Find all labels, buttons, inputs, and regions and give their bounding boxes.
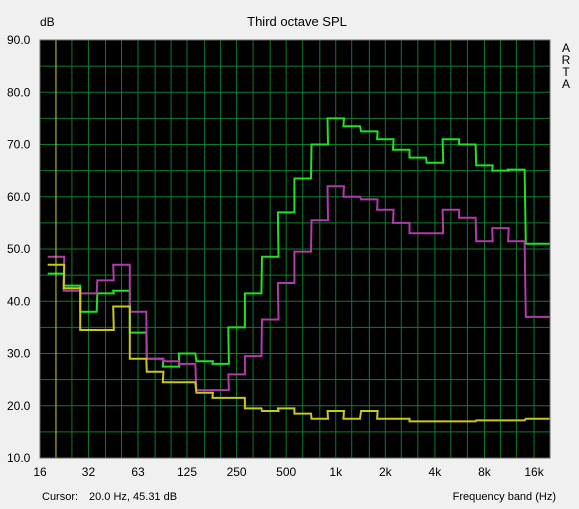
y-tick-label: 10.0: [7, 451, 31, 465]
side-label-letter: R: [562, 53, 571, 67]
side-label-letter: A: [562, 41, 570, 55]
y-tick-label: 70.0: [7, 138, 31, 152]
side-label-letter: A: [562, 77, 570, 91]
cursor-value: 20.0 Hz, 45.31 dB: [89, 491, 177, 503]
x-tick-label: 32: [82, 465, 96, 479]
y-tick-label: 90.0: [7, 33, 31, 47]
chart-title: Third octave SPL: [247, 14, 347, 29]
y-ticks: 10.0 20.0 30.0 40.0 50.0 60.0 70.0 80.0 90.0: [7, 33, 31, 465]
x-tick-label: 63: [131, 465, 145, 479]
plot-border: [39, 39, 551, 459]
series-group: [47, 117, 550, 423]
y-tick-label: 50.0: [7, 242, 31, 256]
series-line-2: [47, 185, 550, 392]
x-tick-label: 16k: [524, 465, 544, 479]
x-tick-label: 16: [33, 465, 47, 479]
side-label-letter: T: [562, 65, 570, 79]
x-ticks: 16 32 63 125 250 500 1k 2k 4k 8k 16k: [33, 465, 544, 479]
y-tick-label: 30.0: [7, 347, 31, 361]
y-tick-label: 20.0: [7, 399, 31, 413]
series-line-3: [47, 263, 550, 423]
grid: [40, 39, 550, 459]
y-tick-label: 40.0: [7, 294, 31, 308]
x-tick-label: 4k: [429, 465, 443, 479]
x-tick-label: 500: [276, 465, 296, 479]
y-tick-label: 80.0: [7, 85, 31, 99]
x-tick-label: 250: [227, 465, 247, 479]
x-tick-label: 1k: [329, 465, 343, 479]
series-line-1: [47, 117, 550, 368]
x-tick-label: 8k: [478, 465, 492, 479]
x-axis-label: Frequency band (Hz): [453, 491, 556, 503]
x-tick-label: 2k: [379, 465, 393, 479]
y-axis-label: dB: [40, 15, 55, 29]
cursor-label: Cursor:: [42, 491, 78, 503]
x-tick-label: 125: [177, 465, 197, 479]
y-tick-label: 60.0: [7, 190, 31, 204]
